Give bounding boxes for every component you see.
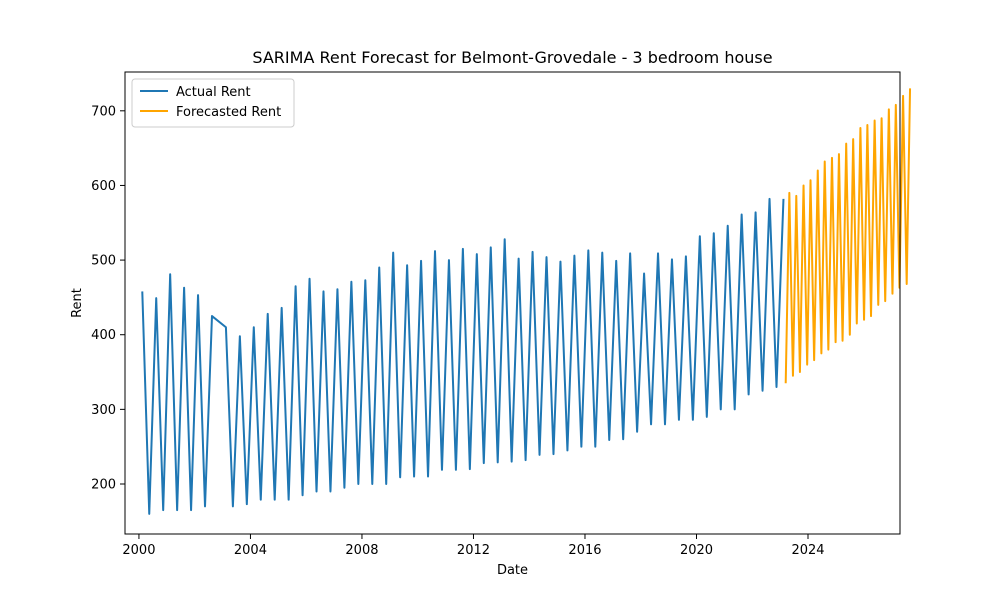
axes-frame: [124, 71, 901, 535]
y-tick-label: 200: [91, 477, 116, 492]
x-tick-label: 2000: [122, 543, 155, 558]
x-tick-label: 2004: [234, 543, 267, 558]
y-axis-label: Rent: [70, 288, 85, 318]
series-line-forecasted-rent: [784, 88, 912, 384]
y-tick-label: 500: [91, 254, 116, 269]
y-tick-label: 600: [91, 179, 116, 194]
y-tick-label: 700: [91, 104, 116, 119]
axes: 2000 2004 2008 2012 2016 2020 2024 200 300 400 500…: [91, 104, 824, 558]
y-tick-label: 300: [91, 403, 116, 418]
x-tick-label: 2020: [680, 543, 713, 558]
chart-title: SARIMA Rent Forecast for Belmont-Groveda…: [252, 48, 772, 67]
plot-area: [141, 88, 912, 515]
x-tick-label: 2024: [791, 543, 824, 558]
x-tick-label: 2016: [568, 543, 601, 558]
x-tick-label: 2008: [345, 543, 378, 558]
legend-label-forecasted-rent: Forecasted Rent: [176, 105, 281, 120]
y-tick-label: 400: [91, 328, 116, 343]
x-tick-label: 2012: [457, 543, 490, 558]
series-line-actual-rent: [141, 197, 785, 515]
legend-label-actual-rent: Actual Rent: [176, 85, 251, 100]
x-axis-label: Date: [497, 563, 528, 578]
legend: Actual Rent Forecasted Rent: [131, 78, 295, 128]
legend-box: [131, 78, 295, 128]
